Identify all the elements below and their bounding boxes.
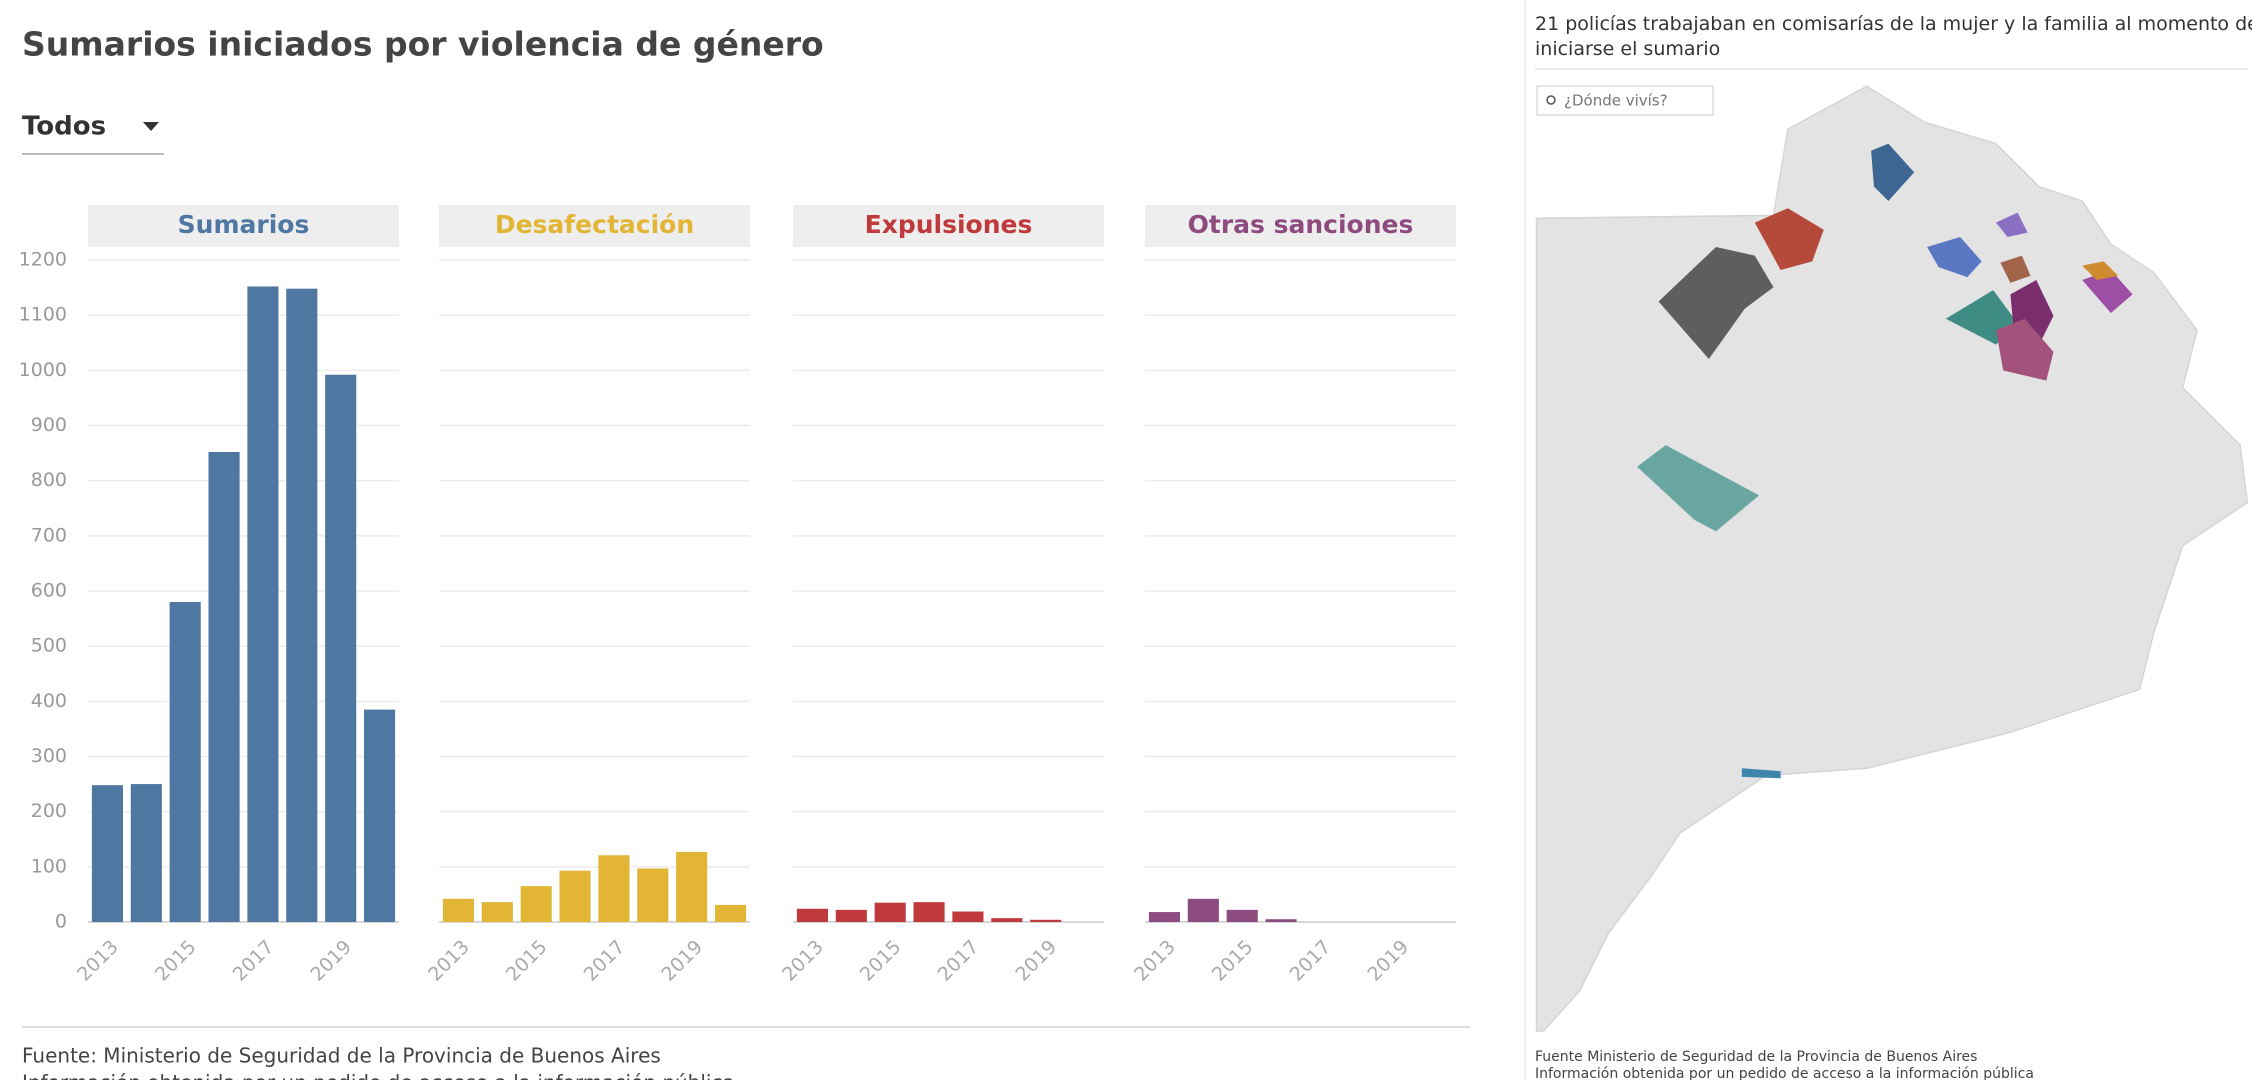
x-tick-label: 2015 <box>502 936 552 986</box>
y-tick-label: 800 <box>31 469 67 491</box>
dropdown-label[interactable]: Todos <box>22 112 106 142</box>
x-tick-label: 2013 <box>778 936 828 986</box>
y-tick-label: 1100 <box>19 304 67 326</box>
map-search[interactable]: ¿Dónde vivís? <box>1536 85 1714 116</box>
bar <box>481 902 513 922</box>
bar <box>1265 919 1297 922</box>
bar <box>835 909 867 922</box>
map <box>1535 85 2249 1032</box>
panel-header <box>439 205 750 247</box>
y-tick-label: 1200 <box>19 249 67 271</box>
bar <box>169 602 201 922</box>
bar <box>364 709 396 922</box>
map-title-text: iniciarse el sumario <box>1535 38 1720 60</box>
map-note: Información obtenida por un pedido de ac… <box>1535 1066 2034 1080</box>
search-icon <box>1546 95 1556 105</box>
panel-title: Sumarios <box>178 210 310 239</box>
bar <box>559 870 591 922</box>
bar <box>442 898 474 922</box>
district <box>1996 318 2054 381</box>
map-title: 21 policías trabajaban en comisarías de … <box>1535 13 2252 60</box>
x-tick-label: 2017 <box>580 936 630 986</box>
district <box>1637 445 1760 532</box>
bar <box>247 286 279 923</box>
bar <box>1030 919 1062 922</box>
bar <box>796 908 828 922</box>
panel-title: Expulsiones <box>865 210 1033 239</box>
bar <box>1148 912 1180 922</box>
bar <box>715 904 747 922</box>
y-tick-label: 300 <box>31 745 67 767</box>
district <box>2082 261 2119 281</box>
panel-header <box>88 205 399 247</box>
x-tick-label: 2017 <box>1286 936 1336 986</box>
district <box>2082 269 2133 314</box>
district <box>1741 768 1781 779</box>
district <box>2000 255 2031 283</box>
x-tick-label: 2019 <box>1363 936 1413 986</box>
x-tick-label: 2015 <box>1208 936 1258 986</box>
y-tick-label: 0 <box>55 911 67 933</box>
panel-title: Otras sanciones <box>1188 210 1414 239</box>
bar <box>874 902 906 922</box>
x-tick-label: 2017 <box>934 936 984 986</box>
bar <box>1187 898 1219 922</box>
dropdown-arrow[interactable] <box>143 122 159 131</box>
search-box[interactable] <box>1536 85 1714 116</box>
x-tick-label: 2019 <box>306 936 356 986</box>
bar <box>598 855 630 922</box>
bar <box>130 784 162 922</box>
footer-note: Información obtenida por un pedido de ac… <box>22 1071 735 1080</box>
page-title: Sumarios iniciados por violencia de géne… <box>22 25 824 64</box>
district <box>1658 246 1774 359</box>
y-tick-label: 200 <box>31 800 67 822</box>
y-tick-label: 600 <box>31 580 67 602</box>
y-tick-label: 900 <box>31 414 67 436</box>
dropdown[interactable]: Todos <box>22 112 164 155</box>
x-tick-label: 2013 <box>424 936 474 986</box>
x-tick-label: 2019 <box>1011 936 1061 986</box>
x-tick-label: 2013 <box>1130 936 1180 986</box>
bar <box>325 374 357 922</box>
y-tick-label: 400 <box>31 690 67 712</box>
bar <box>913 902 945 922</box>
x-tick-label: 2013 <box>73 936 123 986</box>
bar <box>91 785 123 922</box>
bar <box>637 868 669 922</box>
bar <box>286 288 318 923</box>
map-source: Fuente Ministerio de Seguridad de la Pro… <box>1535 1049 1977 1065</box>
search-placeholder[interactable]: ¿Dónde vivís? <box>1564 92 1668 110</box>
x-tick-label: 2015 <box>856 936 906 986</box>
x-tick-label: 2019 <box>657 936 707 986</box>
panel-header <box>1145 205 1456 247</box>
bar <box>952 911 984 922</box>
y-tick-label: 100 <box>31 855 67 877</box>
province-shape <box>1535 85 2249 1032</box>
district <box>1754 208 1824 270</box>
panel-title: Desafectación <box>495 210 694 239</box>
panel-header <box>793 205 1104 247</box>
y-tick-label: 700 <box>31 524 67 546</box>
x-tick-label: 2017 <box>229 936 279 986</box>
footer-source: Fuente: Ministerio de Seguridad de la Pr… <box>22 1044 661 1068</box>
bar <box>991 918 1023 922</box>
bar <box>676 851 708 922</box>
district <box>1996 212 2028 237</box>
map-title-text: 21 policías trabajaban en comisarías de … <box>1535 13 2252 35</box>
x-tick-label: 2015 <box>151 936 201 986</box>
y-tick-label: 1000 <box>19 359 67 381</box>
bar <box>1226 909 1258 922</box>
bar <box>208 451 240 922</box>
district <box>1871 143 1915 202</box>
bar <box>520 886 552 922</box>
district <box>1927 236 1982 278</box>
y-tick-label: 500 <box>31 635 67 657</box>
